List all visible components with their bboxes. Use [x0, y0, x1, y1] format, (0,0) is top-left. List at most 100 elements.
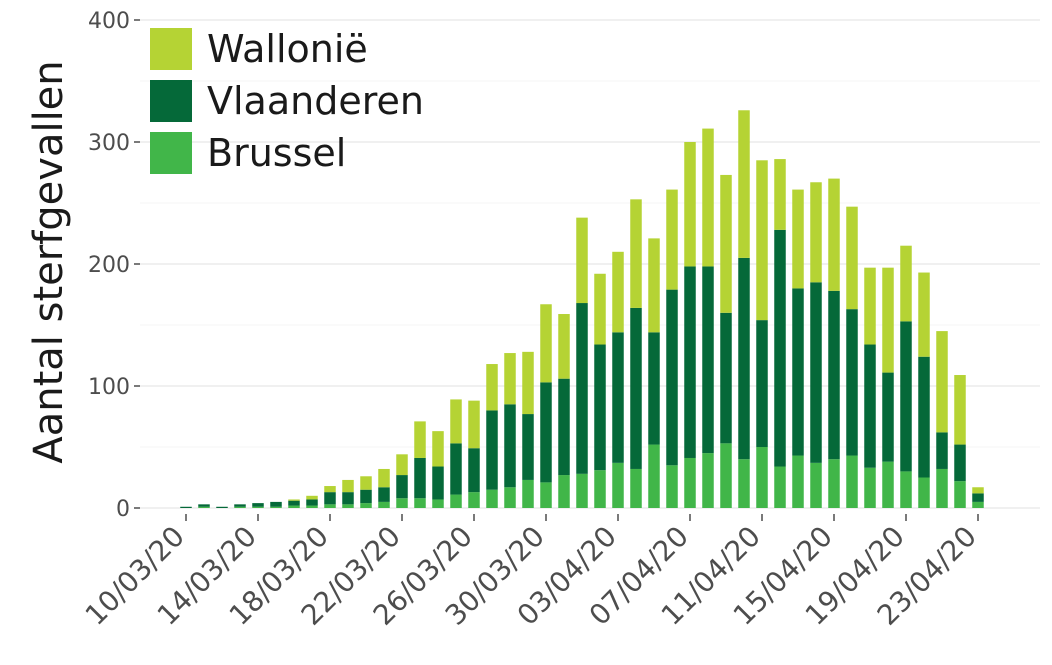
- bar-brussel-10-04-20: [738, 459, 750, 508]
- bar-brussel-07-04-20: [684, 457, 696, 508]
- bar-brussel-22-03-20: [396, 498, 408, 508]
- bar-walloni-09-04-20: [720, 174, 732, 313]
- bar-walloni-02-04-20: [594, 273, 606, 345]
- bar-brussel-03-04-20: [612, 462, 624, 508]
- bar-brussel-24-03-20: [432, 499, 444, 508]
- bar-walloni-08-04-20: [702, 128, 714, 267]
- bar-vlaanderen-19-04-20: [900, 321, 912, 472]
- bar-brussel-01-04-20: [576, 473, 588, 508]
- y-tick-label: 400: [88, 9, 130, 34]
- bar-walloni-14-04-20: [810, 182, 822, 283]
- bar-brussel-18-04-20: [882, 461, 894, 508]
- bar-brussel-11-03-20: [198, 506, 210, 508]
- y-tick-label: 100: [88, 375, 130, 400]
- bar-vlaanderen-15-04-20: [828, 290, 840, 460]
- bar-brussel-13-04-20: [792, 455, 804, 508]
- bar-brussel-25-03-20: [450, 494, 462, 508]
- y-tick-label: 200: [88, 253, 130, 278]
- legend-swatch: [150, 132, 192, 174]
- bar-vlaanderen-13-03-20: [234, 504, 246, 507]
- bar-walloni-10-04-20: [738, 110, 750, 258]
- bar-brussel-19-03-20: [342, 504, 354, 508]
- bar-brussel-02-04-20: [594, 470, 606, 508]
- bar-brussel-23-03-20: [414, 498, 426, 508]
- bar-walloni-04-04-20: [630, 199, 642, 308]
- bar-vlaanderen-06-04-20: [666, 289, 678, 466]
- bar-walloni-19-04-20: [900, 245, 912, 322]
- bar-walloni-22-04-20: [954, 375, 966, 445]
- bar-brussel-23-04-20: [972, 501, 984, 508]
- bar-walloni-30-03-20: [540, 304, 552, 383]
- bar-brussel-20-04-20: [918, 477, 930, 508]
- x-axis: 10/03/2014/03/2018/03/2022/03/2026/03/20…: [79, 514, 983, 632]
- bar-brussel-17-04-20: [864, 467, 876, 508]
- bar-walloni-22-03-20: [396, 454, 408, 476]
- bar-vlaanderen-22-03-20: [396, 475, 408, 499]
- bar-vlaanderen-11-04-20: [756, 320, 768, 447]
- bar-walloni-20-04-20: [918, 272, 930, 357]
- bar-walloni-29-03-20: [522, 351, 534, 415]
- bar-walloni-13-04-20: [792, 189, 804, 289]
- y-axis-title: Aantal sterfgevallen: [26, 60, 72, 463]
- bar-vlaanderen-27-03-20: [486, 410, 498, 490]
- legend-swatch: [150, 80, 192, 122]
- bar-vlaanderen-17-03-20: [306, 499, 318, 506]
- bar-walloni-12-04-20: [774, 159, 786, 230]
- bar-walloni-23-03-20: [414, 421, 426, 458]
- bar-brussel-18-03-20: [324, 504, 336, 508]
- bar-brussel-15-03-20: [270, 506, 282, 508]
- bar-walloni-31-03-20: [558, 314, 570, 379]
- bar-brussel-09-04-20: [720, 443, 732, 508]
- bar-brussel-27-03-20: [486, 489, 498, 508]
- bar-vlaanderen-15-03-20: [270, 501, 282, 507]
- bar-vlaanderen-18-03-20: [324, 492, 336, 505]
- bar-walloni-16-04-20: [846, 206, 858, 310]
- bar-walloni-06-04-20: [666, 189, 678, 290]
- bar-vlaanderen-23-03-20: [414, 457, 426, 499]
- bar-walloni-17-03-20: [306, 495, 318, 500]
- bar-vlaanderen-25-03-20: [450, 443, 462, 495]
- legend-label: Vlaanderen: [207, 79, 424, 123]
- bar-brussel-29-03-20: [522, 479, 534, 508]
- bar-walloni-01-04-20: [576, 217, 588, 304]
- bar-vlaanderen-23-04-20: [972, 493, 984, 502]
- bar-brussel-04-04-20: [630, 468, 642, 508]
- bar-vlaanderen-22-04-20: [954, 444, 966, 482]
- bar-vlaanderen-21-04-20: [936, 432, 948, 469]
- bar-vlaanderen-11-03-20: [198, 504, 210, 507]
- bar-brussel-20-03-20: [360, 503, 372, 508]
- bar-vlaanderen-19-03-20: [342, 492, 354, 505]
- bar-vlaanderen-30-03-20: [540, 382, 552, 483]
- bar-walloni-25-03-20: [450, 399, 462, 444]
- bar-brussel-17-03-20: [306, 505, 318, 508]
- bar-vlaanderen-14-04-20: [810, 282, 822, 463]
- y-axis: 0 100 200 300 400: [88, 9, 140, 522]
- bar-brussel-06-04-20: [666, 465, 678, 508]
- bar-vlaanderen-08-04-20: [702, 266, 714, 454]
- bar-vlaanderen-01-04-20: [576, 303, 588, 474]
- bar-vlaanderen-09-04-20: [720, 312, 732, 444]
- bar-brussel-16-03-20: [288, 505, 300, 508]
- bar-vlaanderen-10-03-20: [180, 506, 192, 508]
- bar-vlaanderen-12-04-20: [774, 229, 786, 467]
- bar-vlaanderen-12-03-20: [216, 506, 228, 508]
- bar-walloni-18-03-20: [324, 486, 336, 493]
- bar-walloni-27-03-20: [486, 364, 498, 411]
- bar-vlaanderen-13-04-20: [792, 288, 804, 456]
- legend: Wallonië Vlaanderen Brussel: [150, 27, 424, 175]
- bar-brussel-26-03-20: [468, 492, 480, 508]
- bar-walloni-28-03-20: [504, 353, 516, 405]
- bar-vlaanderen-31-03-20: [558, 378, 570, 476]
- bar-brussel-05-04-20: [648, 444, 660, 508]
- bar-walloni-20-03-20: [360, 476, 372, 490]
- legend-swatch: [150, 28, 192, 70]
- bar-walloni-07-04-20: [684, 142, 696, 267]
- legend-label: Brussel: [207, 131, 346, 175]
- bar-vlaanderen-17-04-20: [864, 344, 876, 468]
- bar-vlaanderen-20-03-20: [360, 489, 372, 504]
- bar-walloni-26-03-20: [468, 400, 480, 449]
- bar-brussel-22-04-20: [954, 481, 966, 508]
- bar-walloni-23-04-20: [972, 487, 984, 494]
- bar-walloni-16-03-20: [288, 499, 300, 501]
